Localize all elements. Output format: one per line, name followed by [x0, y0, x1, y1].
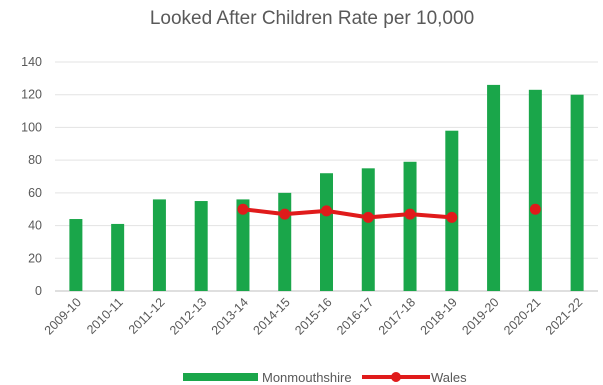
x-tick-label: 2013-14 — [209, 295, 251, 337]
y-tick-label: 0 — [35, 284, 42, 298]
y-tick-label: 120 — [21, 88, 42, 102]
y-axis-ticks: 0 20 40 60 80 100 120 140 — [21, 55, 42, 298]
legend-swatch-monmouthshire — [183, 373, 258, 381]
bar-2013-14 — [236, 199, 250, 291]
x-tick-label: 2021-22 — [543, 295, 585, 337]
wales-point-2020-21 — [529, 203, 541, 215]
bar-2010-11 — [111, 223, 125, 291]
x-tick-label: 2011-12 — [126, 295, 168, 337]
y-tick-label: 60 — [28, 186, 42, 200]
x-tick-label: 2014-15 — [251, 295, 293, 337]
bar-2011-12 — [152, 199, 166, 291]
bar-2009-10 — [69, 219, 83, 291]
bar-2018-19 — [445, 130, 459, 291]
wales-line — [242, 207, 452, 220]
x-tick-label: 2020-21 — [501, 295, 543, 337]
x-tick-label: 2016-17 — [334, 295, 376, 337]
wales-point-2013-14 — [237, 203, 249, 215]
bar-2019-20 — [487, 84, 501, 292]
y-tick-label: 100 — [21, 120, 42, 134]
wales-point-2018-19 — [446, 211, 458, 223]
legend-marker-wales — [391, 372, 401, 382]
wales-point-2014-15 — [279, 208, 291, 220]
x-tick-label: 2009-10 — [42, 295, 84, 337]
x-axis-ticks: 2009-10 2010-11 2011-12 2012-13 2013-14 2014-… — [42, 295, 586, 337]
x-tick-label: 2018-19 — [418, 295, 460, 337]
bar-series — [69, 84, 584, 292]
bar-2012-13 — [194, 201, 208, 291]
bar-2015-16 — [320, 173, 333, 291]
bar-2021-22 — [570, 94, 584, 291]
legend-label-monmouthshire: Monmouthshire — [262, 370, 352, 385]
x-tick-label: 2015-16 — [292, 295, 334, 337]
line-series — [237, 203, 541, 223]
x-tick-label: 2017-18 — [376, 295, 418, 337]
wales-point-2016-17 — [362, 211, 374, 223]
chart-title: Looked After Children Rate per 10,000 — [150, 8, 474, 29]
bar-2014-15 — [278, 192, 292, 291]
bar-2017-18 — [403, 161, 417, 291]
x-tick-label: 2019-20 — [459, 295, 501, 337]
bar-2016-17 — [361, 168, 375, 291]
x-tick-label: 2012-13 — [167, 295, 209, 337]
legend-label-wales: Wales — [431, 370, 467, 385]
y-tick-label: 80 — [28, 153, 42, 167]
wales-point-2017-18 — [404, 208, 416, 220]
legend: Monmouthshire Wales — [183, 370, 467, 385]
y-tick-label: 140 — [21, 55, 42, 69]
y-tick-label: 20 — [28, 251, 42, 265]
x-tick-label: 2010-11 — [84, 295, 126, 337]
wales-point-2015-16 — [321, 205, 332, 217]
bar-2020-21 — [528, 89, 542, 291]
y-tick-label: 40 — [28, 219, 42, 233]
